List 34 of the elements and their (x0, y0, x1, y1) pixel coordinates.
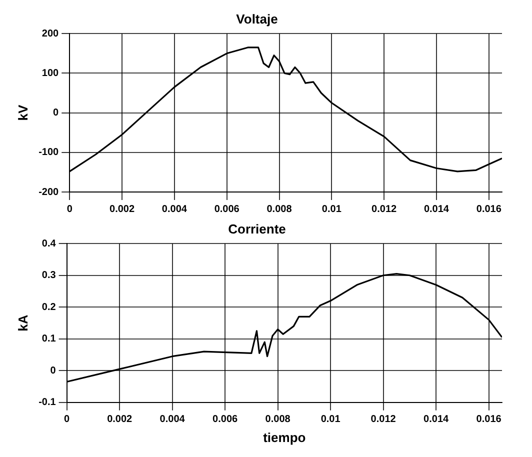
y-tick-label: -200 (38, 186, 60, 198)
y-tick-label: 0.4 (42, 238, 56, 250)
y-tick-label: 0.2 (42, 302, 56, 313)
x-tick-label: 0 (66, 204, 73, 215)
x-tick-label: 0.004 (160, 414, 186, 426)
y-axis-title: kA (15, 314, 30, 332)
x-tick-label: 0.016 (476, 204, 502, 215)
y-tick-label: 0.1 (42, 334, 56, 345)
x-tick-label: 0.006 (214, 204, 240, 215)
chart-title: Voltaje (236, 11, 278, 26)
x-tick-label: 0.004 (162, 204, 188, 215)
x-tick-label: 0.008 (266, 204, 292, 215)
x-tick-label: 0.014 (424, 204, 450, 215)
y-tick-label: -0.1 (38, 397, 56, 408)
x-tick-label: 0.012 (372, 204, 398, 215)
x-tick-label: 0.01 (322, 204, 342, 215)
x-tick-label: 0.008 (265, 414, 291, 426)
y-tick-label: -100 (38, 147, 60, 158)
x-axis-title: tiempo (263, 430, 306, 445)
y-tick-label: 200 (42, 28, 60, 40)
x-tick-label: 0.002 (107, 414, 133, 426)
x-tick-label: 0.01 (320, 414, 341, 426)
y-tick-label: 0.3 (42, 270, 56, 282)
y-tick-label: 0 (50, 365, 56, 376)
x-tick-label: 0.002 (110, 204, 135, 215)
y-axis-title: kV (15, 104, 30, 121)
y-tick-label: 0 (53, 108, 60, 119)
chart-title: Corriente (228, 221, 286, 236)
y-tick-label: 100 (42, 68, 60, 79)
x-tick-label: 0.006 (212, 414, 238, 426)
x-tick-label: 0.016 (476, 414, 502, 426)
x-tick-label: 0.012 (370, 414, 396, 426)
x-tick-label: 0.014 (424, 414, 450, 426)
x-tick-label: 0 (64, 414, 70, 426)
